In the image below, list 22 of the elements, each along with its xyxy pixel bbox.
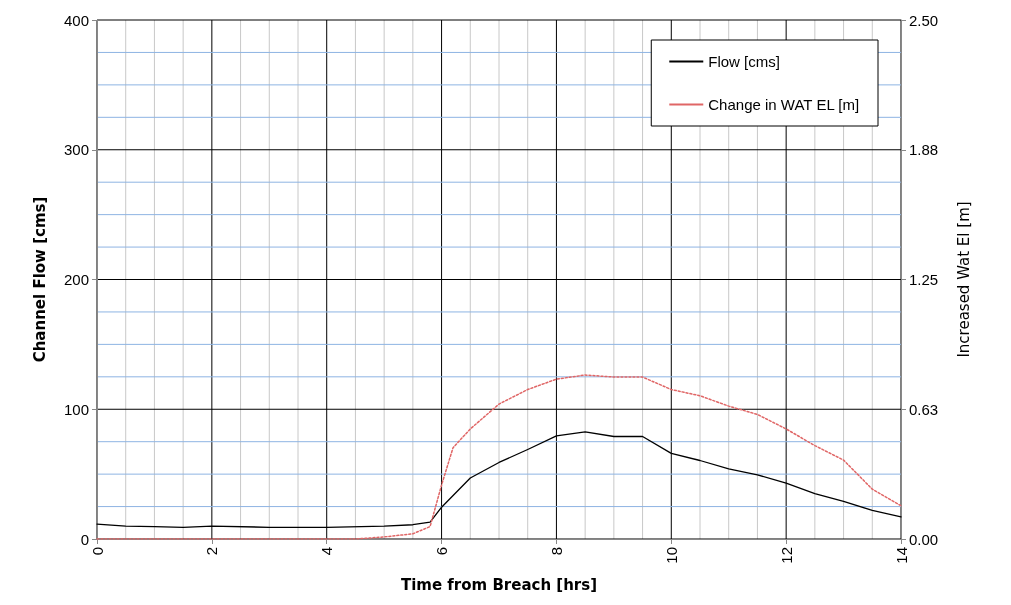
x-tick-label: 0 [88, 547, 106, 556]
x-tick-label: 8 [547, 547, 565, 556]
x-tick-label: 12 [777, 547, 795, 564]
y2-axis-title: Increased Wat El [m] [954, 201, 973, 358]
x-tick-label: 2 [203, 547, 221, 556]
y2-tick-label: 1.25 [909, 271, 939, 288]
y2-tick-label: 0.00 [909, 530, 939, 548]
x-tick-label: 10 [662, 547, 680, 564]
y-tick-label: 400 [63, 11, 89, 29]
y2-tick-label: 1.88 [909, 141, 939, 159]
y2-tick-label: 2.50 [909, 11, 939, 29]
y-axis-title: Channel Flow [cms] [30, 196, 49, 363]
y2-tick-label: 0.63 [909, 400, 939, 418]
y-tick-label: 300 [63, 141, 89, 159]
x-tick-label: 6 [433, 547, 451, 556]
legend-label: Change in WAT EL [m] [708, 96, 860, 113]
y-tick-label: 200 [63, 271, 89, 288]
x-tick-label: 14 [892, 547, 910, 564]
y-tick-label: 100 [63, 400, 89, 418]
legend-label: Flow [cms] [708, 53, 780, 70]
x-axis-title: Time from Breach [hrs] [400, 575, 598, 594]
x-tick-label: 4 [318, 547, 336, 556]
